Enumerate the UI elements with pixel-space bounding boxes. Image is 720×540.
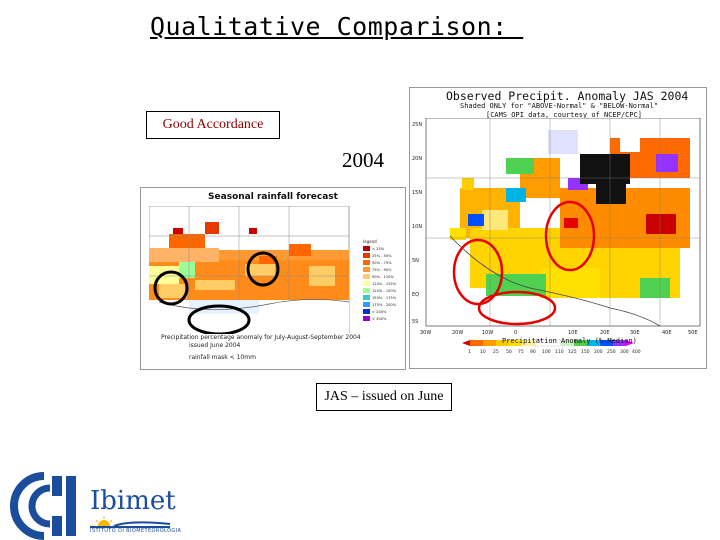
issued-label: JAS – issued on June [316,383,452,411]
legend-value: 25 [493,349,499,355]
lon-label: 20E [600,330,610,336]
observed-legend: 1 10 25 50 75 90 100 110 125 150 200 250… [462,339,641,355]
lon-label: 30W [420,330,431,336]
lat-label: 25N [412,122,422,128]
observed-map-image: 25N 20N 15N 10N 5N EQ 5S 30W 20W 10W 0 1… [412,118,701,355]
legend-value: 100 [542,349,551,355]
slide-title: Qualitative Comparison: [150,12,524,41]
forecast-caption-line: rainfall mask < 10mm [189,354,256,361]
legend-value: 110 [555,349,564,355]
lat-label: 5N [412,258,419,264]
forecast-legend-title: legend [363,239,377,244]
lon-label: 0 [514,330,517,336]
lon-label: 50E [688,330,698,336]
legend-value: 125 [568,349,577,355]
lon-label: 40E [662,330,672,336]
sun-waves-icon [90,516,170,528]
forecast-legend-entry: 175% - 200% [372,303,397,307]
forecast-legend-entry: > 200% [372,310,387,314]
forecast-legend-entry: 150% - 175% [372,296,397,300]
highlight-ellipse [246,251,280,287]
legend-value: 75 [518,349,524,355]
good-accordance-label: Good Accordance [146,111,280,139]
forecast-legend-entry: 90% - 110% [372,275,394,279]
year-label: 2004 [342,148,384,172]
logo-subtitle: ISTITUTO DI BIOMETEOROLOGIA [90,528,182,534]
lat-label: 15N [412,190,422,196]
forecast-legend-entry: < 25% [372,247,385,251]
observed-map-title: Observed Precipit. Anomaly JAS 2004 [446,89,689,103]
lon-label: 20W [452,330,463,336]
legend-value: 1 [468,349,471,355]
legend-value: 90 [530,349,536,355]
legend-value: 300 [620,349,629,355]
forecast-legend: legend < 25% 25% - 50% 50% - 75% 75% - 9… [363,239,397,321]
lon-label: 10W [482,330,493,336]
legend-value: 250 [607,349,616,355]
legend-value: 150 [581,349,590,355]
lat-label: 10N [412,224,422,230]
highlight-ellipse [187,304,251,334]
forecast-caption: Precipitation percentage anomaly for Jul… [161,334,361,362]
legend-value: 200 [594,349,603,355]
observed-map-source: [CAMS_OPI data, courtesy of NCEP/CPC] [486,111,642,119]
forecast-legend-entry: 125% - 150% [372,289,397,293]
forecast-map-image: legend < 25% 25% - 50% 50% - 75% 75% - 9… [149,206,397,334]
forecast-legend-entry: 110% - 125% [372,282,397,286]
forecast-legend-entry: 75% - 90% [372,268,392,272]
lon-label: 10E [568,330,578,336]
highlight-ellipse-red [544,200,596,272]
forecast-map-title: Seasonal rainfall forecast [208,192,338,202]
observed-legend-title: Precipitation Anomaly (%-Median) [502,337,637,345]
legend-value: 50 [506,349,512,355]
legend-value: 10 [480,349,486,355]
observed-map-panel: Observed Precipit. Anomaly JAS 2004 Shad… [409,87,707,369]
lat-label: 20N [412,156,422,162]
forecast-caption-line: issued June 2004 [189,342,241,349]
forecast-legend-entry: 50% - 75% [372,261,392,265]
forecast-legend-entry: 25% - 50% [372,254,392,258]
lon-label: 30E [630,330,640,336]
highlight-ellipse-red [477,290,557,326]
cnr-logo-icon [10,472,76,540]
highlight-ellipse-red [452,238,504,306]
logo-wordmark: Ibimet [90,486,176,516]
lat-label: 5S [412,319,418,325]
forecast-legend-entry: > 300% [372,317,387,321]
observed-map-subtitle: Shaded ONLY for "ABOVE-Normal" & "BELOW-… [460,102,659,110]
highlight-ellipse [153,270,189,306]
forecast-map-panel: Seasonal rainfall forecast [140,187,406,370]
lat-label: EQ [412,292,419,298]
legend-value: 400 [632,349,641,355]
forecast-caption-line: Precipitation percentage anomaly for Jul… [161,334,361,341]
